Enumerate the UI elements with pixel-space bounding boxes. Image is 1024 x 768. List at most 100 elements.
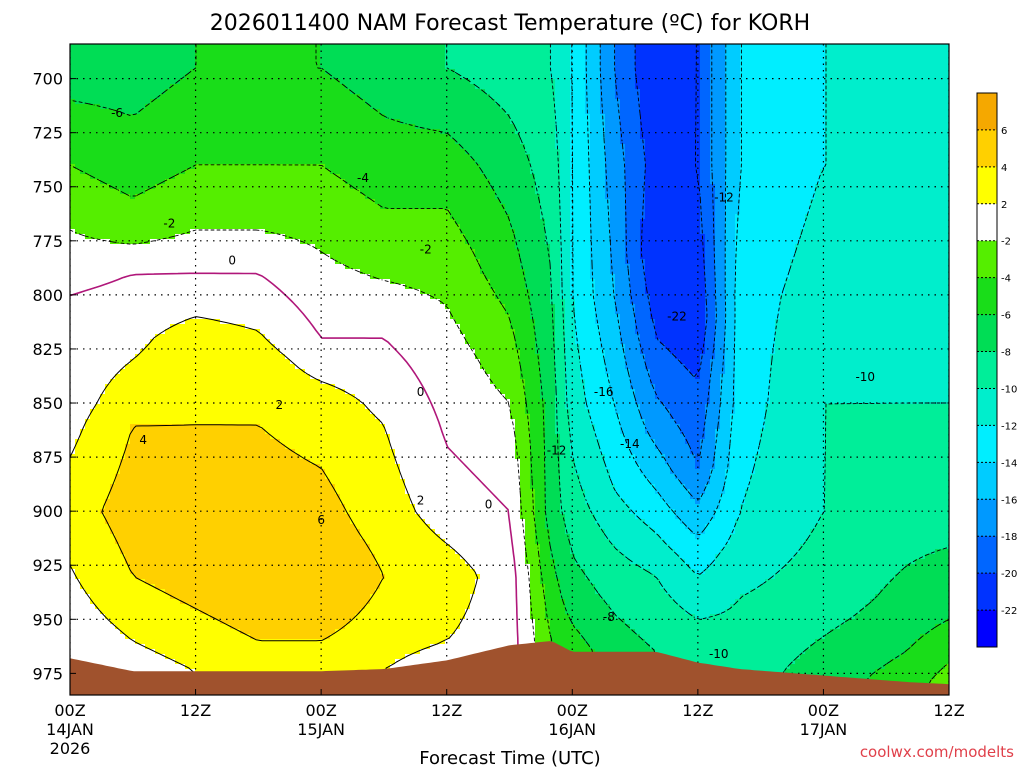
temperature-cell bbox=[120, 324, 126, 330]
temperature-cell bbox=[130, 349, 136, 355]
temperature-cell bbox=[140, 369, 146, 375]
temperature-cell bbox=[140, 44, 146, 50]
temperature-cell bbox=[85, 549, 91, 555]
temperature-cell bbox=[140, 114, 146, 120]
temperature-cell bbox=[120, 94, 126, 100]
temperature-cell bbox=[120, 59, 126, 65]
temperature-cell bbox=[125, 644, 131, 650]
temperature-cell bbox=[85, 264, 91, 270]
temperature-cell bbox=[95, 654, 101, 660]
temperature-cell bbox=[85, 354, 91, 360]
temperature-cell bbox=[95, 469, 101, 475]
temperature-cell bbox=[125, 574, 131, 580]
temperature-cell bbox=[115, 254, 121, 260]
temperature-cell bbox=[100, 64, 106, 70]
temperature-cell bbox=[140, 194, 146, 200]
temperature-cell bbox=[70, 349, 76, 355]
temperature-cell bbox=[85, 429, 91, 435]
temperature-cell bbox=[145, 374, 151, 380]
temperature-cell bbox=[80, 434, 86, 440]
temperature-cell bbox=[125, 624, 131, 630]
temperature-cell bbox=[85, 329, 91, 335]
temperature-cell bbox=[140, 384, 146, 390]
temperature-cell bbox=[90, 559, 96, 565]
temperature-cell bbox=[105, 549, 111, 555]
temperature-cell bbox=[115, 389, 121, 395]
temperature-cell bbox=[140, 204, 146, 210]
temperature-cell bbox=[90, 254, 96, 260]
temperature-cell bbox=[85, 559, 91, 565]
temperature-cell bbox=[140, 424, 146, 430]
temperature-cell bbox=[70, 144, 76, 150]
temperature-cell bbox=[90, 149, 96, 155]
temperature-cell bbox=[70, 139, 76, 145]
temperature-cell bbox=[130, 214, 136, 220]
temperature-cell bbox=[125, 404, 131, 410]
temperature-cell bbox=[120, 534, 126, 540]
temperature-cell bbox=[95, 209, 101, 215]
temperature-cell bbox=[110, 454, 116, 460]
temperature-cell bbox=[130, 539, 136, 545]
temperature-cell bbox=[85, 224, 91, 230]
temperature-cell bbox=[80, 254, 86, 260]
temperature-cell bbox=[110, 309, 116, 315]
temperature-cell bbox=[90, 374, 96, 380]
temperature-cell bbox=[105, 439, 111, 445]
temperature-cell bbox=[70, 374, 76, 380]
temperature-cell bbox=[75, 424, 81, 430]
temperature-cell bbox=[135, 659, 141, 665]
temperature-cell bbox=[95, 54, 101, 60]
temperature-cell bbox=[120, 269, 126, 275]
temperature-cell bbox=[70, 334, 76, 340]
temperature-cell bbox=[100, 224, 106, 230]
temperature-cell bbox=[120, 479, 126, 485]
temperature-cell bbox=[105, 539, 111, 545]
temperature-cell bbox=[145, 454, 151, 460]
temperature-cell bbox=[145, 144, 151, 150]
temperature-cell bbox=[105, 314, 111, 320]
temperature-cell bbox=[105, 209, 111, 215]
temperature-cell bbox=[125, 224, 131, 230]
temperature-cell bbox=[135, 164, 141, 170]
temperature-cell bbox=[75, 409, 81, 415]
temperature-cell bbox=[105, 319, 111, 325]
temperature-cell bbox=[130, 259, 136, 265]
temperature-cell bbox=[100, 449, 106, 455]
temperature-cell bbox=[75, 179, 81, 185]
temperature-cell bbox=[140, 299, 146, 305]
temperature-cell bbox=[85, 114, 91, 120]
temperature-cell bbox=[100, 534, 106, 540]
temperature-cell bbox=[120, 134, 126, 140]
temperature-cell bbox=[75, 509, 81, 515]
temperature-cell bbox=[115, 509, 121, 515]
temperature-cell bbox=[80, 499, 86, 505]
temperature-cell bbox=[90, 539, 96, 545]
temperature-cell bbox=[135, 214, 141, 220]
temperature-cell bbox=[140, 124, 146, 130]
temperature-cell bbox=[110, 129, 116, 135]
temperature-cell bbox=[95, 309, 101, 315]
temperature-cell bbox=[110, 204, 116, 210]
temperature-cell bbox=[120, 254, 126, 260]
temperature-cell bbox=[115, 334, 121, 340]
temperature-cell bbox=[110, 194, 116, 200]
temperature-cell bbox=[75, 189, 81, 195]
temperature-cell bbox=[100, 44, 106, 50]
temperature-cell bbox=[85, 409, 91, 415]
temperature-cell bbox=[95, 99, 101, 105]
temperature-cell bbox=[135, 309, 141, 315]
temperature-cell bbox=[145, 89, 151, 95]
temperature-cell bbox=[125, 244, 131, 250]
temperature-cell bbox=[75, 419, 81, 425]
temperature-cell bbox=[75, 174, 81, 180]
temperature-cell bbox=[115, 149, 121, 155]
temperature-cell bbox=[85, 149, 91, 155]
temperature-cell bbox=[75, 384, 81, 390]
temperature-cell bbox=[70, 254, 76, 260]
temperature-cell bbox=[100, 154, 106, 160]
temperature-cell bbox=[80, 414, 86, 420]
temperature-cell bbox=[135, 499, 141, 505]
temperature-cell bbox=[80, 154, 86, 160]
temperature-cell bbox=[115, 54, 121, 60]
temperature-cell bbox=[100, 319, 106, 325]
